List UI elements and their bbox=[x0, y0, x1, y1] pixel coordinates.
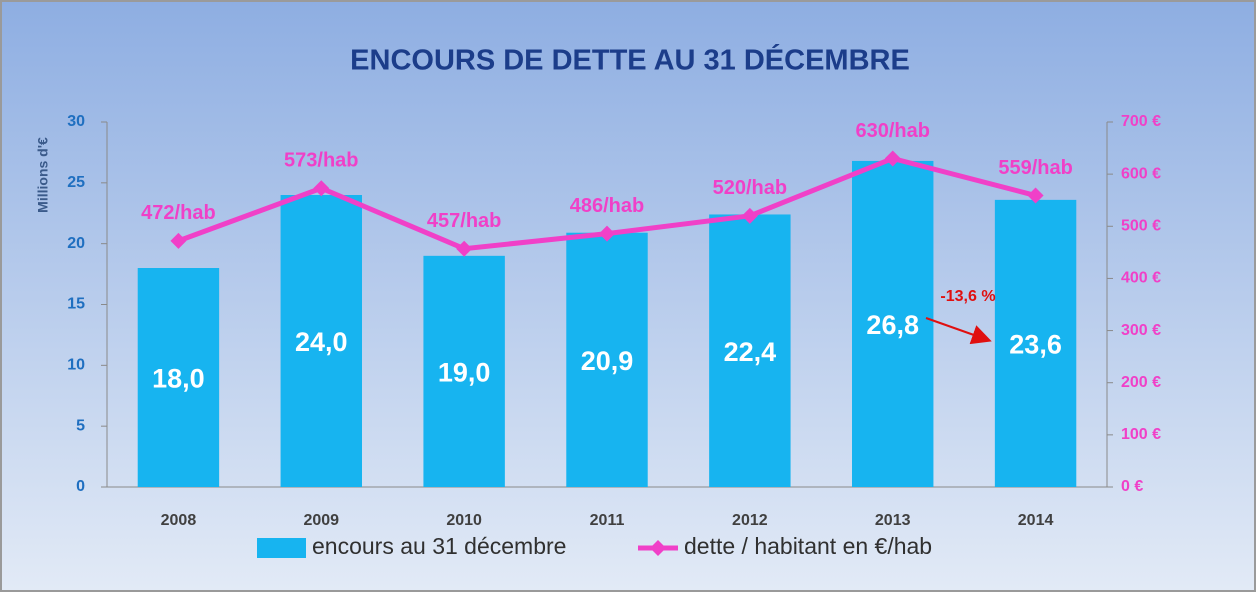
legend-marker bbox=[650, 540, 666, 556]
bar-value-label: 18,0 bbox=[152, 364, 205, 394]
bar-value-label: 22,4 bbox=[724, 337, 777, 367]
y2-tick-label: 100 € bbox=[1121, 426, 1161, 443]
line-marker bbox=[884, 150, 901, 167]
y2-tick-label: 600 € bbox=[1121, 165, 1161, 182]
line-marker bbox=[170, 232, 187, 249]
y2-tick-label: 500 € bbox=[1121, 218, 1161, 235]
bar bbox=[709, 214, 791, 487]
line-value-label: 520/hab bbox=[713, 177, 787, 199]
x-tick-label: 2008 bbox=[161, 512, 197, 529]
line-value-label: 559/hab bbox=[998, 157, 1072, 179]
bar-value-label: 23,6 bbox=[1009, 330, 1062, 360]
line-value-label: 573/hab bbox=[284, 150, 358, 172]
bar bbox=[137, 268, 220, 487]
bar bbox=[994, 199, 1077, 487]
line-marker bbox=[741, 207, 758, 224]
line-marker bbox=[599, 225, 615, 242]
legend-swatch bbox=[257, 538, 306, 558]
line-value-label: 457/hab bbox=[427, 210, 501, 232]
bar bbox=[566, 232, 648, 487]
bar-value-label: 26,8 bbox=[866, 310, 919, 340]
y-tick-label: 20 bbox=[67, 235, 85, 252]
bar-value-label: 20,9 bbox=[581, 346, 634, 376]
y-tick-label: 10 bbox=[67, 357, 85, 374]
legend-label: dette / habitant en €/hab bbox=[684, 533, 932, 559]
x-tick-label: 2010 bbox=[446, 512, 482, 529]
y2-tick-label: 400 € bbox=[1121, 270, 1161, 287]
x-tick-label: 2014 bbox=[1018, 512, 1054, 529]
line-marker bbox=[313, 180, 330, 197]
line-value-label: 486/hab bbox=[570, 195, 644, 217]
y2-tick-label: 0 € bbox=[1121, 478, 1143, 495]
y-tick-label: 5 bbox=[76, 417, 85, 434]
y-tick-label: 25 bbox=[67, 174, 85, 191]
bar bbox=[280, 195, 362, 487]
y-tick-label: 15 bbox=[67, 296, 85, 313]
line-marker bbox=[1027, 187, 1044, 204]
annotation-arrow bbox=[925, 317, 992, 345]
y2-tick-label: 300 € bbox=[1121, 322, 1161, 339]
x-tick-label: 2011 bbox=[590, 512, 625, 529]
x-tick-label: 2012 bbox=[732, 512, 768, 529]
line-value-label: 472/hab bbox=[141, 202, 215, 224]
y2-tick-label: 200 € bbox=[1121, 374, 1161, 391]
bar bbox=[852, 160, 934, 487]
bar-value-label: 24,0 bbox=[295, 327, 348, 357]
x-tick-label: 2009 bbox=[303, 512, 339, 529]
y-tick-label: 30 bbox=[67, 113, 85, 130]
y2-tick-label: 700 € bbox=[1121, 113, 1161, 130]
line-value-label: 630/hab bbox=[855, 120, 929, 142]
y-axis-label: Millions d'€ bbox=[35, 137, 51, 213]
line-marker bbox=[456, 240, 473, 257]
annotation: -13,6 % bbox=[940, 288, 995, 305]
chart-title: ENCOURS DE DETTE AU 31 DÉCEMBRE bbox=[350, 43, 910, 77]
bar bbox=[423, 255, 505, 487]
y-tick-label: 0 bbox=[76, 478, 85, 495]
x-tick-label: 2013 bbox=[875, 512, 911, 529]
legend-label: encours au 31 décembre bbox=[312, 533, 566, 559]
bar-value-label: 19,0 bbox=[438, 358, 491, 388]
